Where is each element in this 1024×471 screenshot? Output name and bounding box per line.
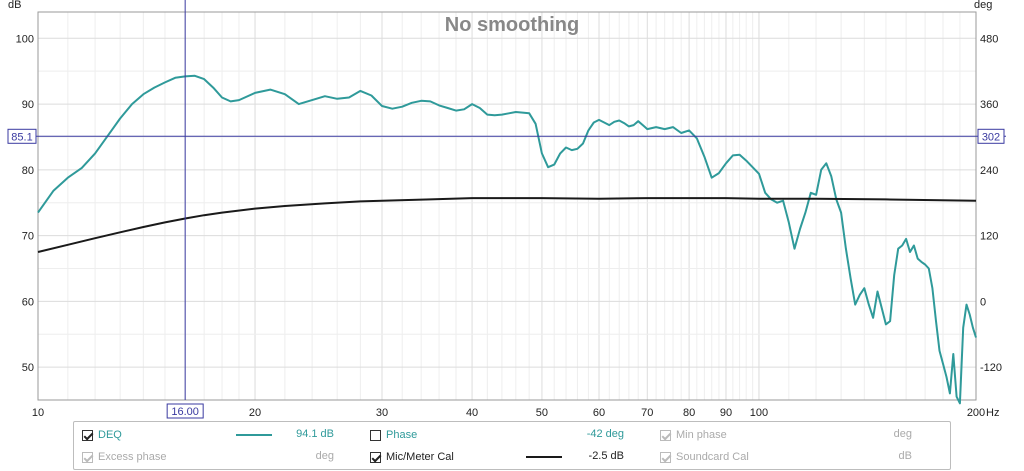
left-tick-label: 100 [16,33,34,45]
deq-value: 94.1 dB [296,428,334,440]
left-axis-unit: dB [8,0,21,11]
x-tick-label: 90 [720,407,732,419]
cursor-x-label-box [166,403,204,419]
phase-label: Phase [386,429,418,441]
x-tick-label: 40 [466,407,478,419]
x-axis-unit: Hz [986,407,999,419]
deq-label: DEQ [98,429,122,441]
cursor-y-right-label-box [977,128,1005,144]
x-tick-label: 100 [750,407,768,419]
mic-cal-value: -2.5 dB [588,450,624,462]
x-tick-label: 70 [641,407,653,419]
series-line-mic-meter-cal [37,197,977,253]
left-tick-label: 70 [22,231,34,243]
min-phase-value: deg [893,428,912,440]
legend-item-deq[interactable]: DEQ [82,427,122,443]
axes: 10 20 30 40 50 60 70 80 90 100 200 Hz 50 60 70 80 90 100 -… [16,11,1002,419]
cursor-y-right-label: 302 [982,131,1000,143]
left-tick-label: 60 [22,296,34,308]
mic-cal-checkbox[interactable] [370,451,381,463]
cursor[interactable]: 16.00 85.1 302 [7,0,1006,419]
deq-checkbox[interactable] [82,429,93,441]
legend-item-phase[interactable]: Phase [370,427,417,443]
legend-item-excess-phase[interactable]: Excess phase [82,449,166,465]
right-tick-label: 120 [980,231,998,243]
min-phase-checkbox[interactable] [660,429,671,441]
grid-lines [37,12,977,401]
deq-swatch [236,434,272,436]
soundcard-cal-checkbox[interactable] [660,451,671,463]
left-tick-label: 50 [22,362,34,374]
legend-item-mic-cal[interactable]: Mic/Meter Cal [370,449,454,465]
right-tick-label: 480 [980,33,998,45]
cursor-y-left-label: 85.1 [11,131,32,143]
mic-cal-label: Mic/Meter Cal [386,451,454,463]
legend-item-soundcard-cal[interactable]: Soundcard Cal [660,449,749,465]
cursor-y-left-label-box [7,128,37,144]
left-tick-label: 80 [22,165,34,177]
x-tick-label: 50 [536,407,548,419]
x-tick-label: 10 [32,407,44,419]
x-tick-label: 20 [249,407,261,419]
series-layer [37,74,977,405]
plot-frame [37,11,977,401]
x-tick-label: 30 [376,407,388,419]
right-tick-label: -120 [980,362,1002,374]
phase-value: -42 deg [586,428,624,440]
legend-item-min-phase[interactable]: Min phase [660,427,727,443]
frequency-response-chart[interactable]: 10 20 30 40 50 60 70 80 90 100 200 Hz 50 60 70 80 90 100 -… [0,0,1024,420]
right-tick-label: 240 [980,165,998,177]
right-tick-label: 0 [980,296,986,308]
x-tick-label: 200 [967,407,985,419]
legend-panel: DEQ 94.1 dB Phase -42 deg Min phase deg … [73,421,951,470]
excess-phase-checkbox[interactable] [82,451,93,463]
left-tick-label: 90 [22,99,34,111]
soundcard-cal-value: dB [898,450,912,462]
x-tick-label: 80 [683,407,695,419]
excess-phase-value: deg [315,450,334,462]
x-tick-label: 60 [593,407,605,419]
mic-cal-swatch [526,456,562,458]
cursor-x-label: 16.00 [171,406,199,418]
chart-title: No smoothing [445,14,579,36]
right-tick-label: 360 [980,99,998,111]
min-phase-label: Min phase [676,429,727,441]
soundcard-cal-label: Soundcard Cal [676,451,749,463]
series-line-deq [37,74,977,405]
excess-phase-label: Excess phase [98,451,167,463]
phase-checkbox[interactable] [370,429,381,441]
right-axis-unit: deg [974,0,992,11]
